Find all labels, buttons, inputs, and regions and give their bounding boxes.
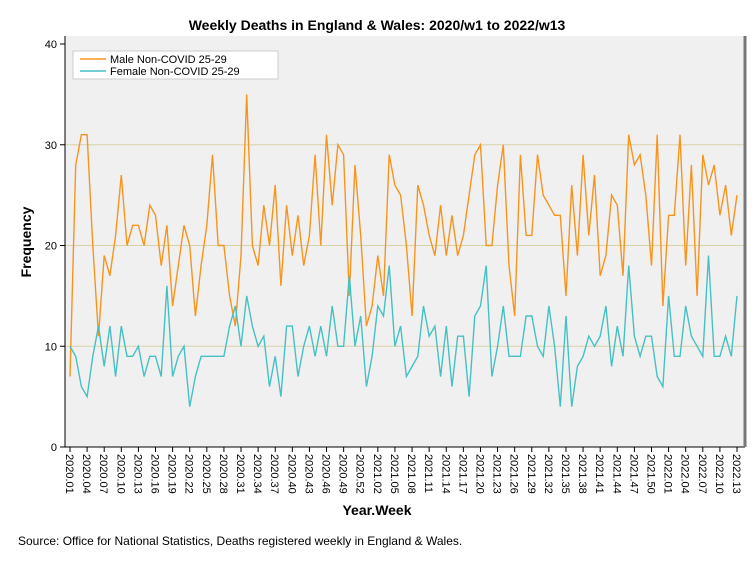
x-tick-label: 2021.17 (456, 454, 468, 494)
x-tick-label: 2020.49 (337, 454, 349, 494)
x-tick-label: 2020.16 (149, 454, 161, 494)
x-tick-label: 2022.13 (730, 454, 742, 494)
series-line-female (69, 255, 738, 407)
x-axis-label: Year.Week (342, 502, 411, 518)
x-tick-label: 2021.11 (422, 454, 434, 493)
y-tick-label: 0 (51, 442, 57, 454)
x-tick-label: 2021.38 (576, 454, 588, 494)
x-tick-label: 2021.05 (388, 454, 400, 494)
x-tick-label: 2022.01 (662, 454, 674, 494)
x-tick-label: 2021.08 (405, 454, 417, 494)
x-tick-label: 2020.10 (114, 454, 126, 494)
x-tick-label: 2022.07 (696, 454, 708, 494)
x-tick-label: 2020.46 (320, 454, 332, 494)
x-tick-label: 2020.40 (285, 454, 297, 494)
x-tick-label: 2021.14 (439, 454, 451, 494)
x-tick-label: 2022.10 (713, 454, 725, 494)
chart-title: Weekly Deaths in England & Wales: 2020/w… (189, 17, 566, 33)
x-tick-label: 2020.22 (183, 454, 195, 494)
y-tick-label: 20 (45, 241, 57, 253)
legend-label-male: Male Non-COVID 25-29 (110, 54, 227, 66)
x-tick-label: 2020.43 (302, 454, 314, 494)
series-line-male (69, 94, 738, 377)
x-tick-label: 2021.35 (559, 454, 571, 494)
x-tick-label: 2021.29 (525, 454, 537, 494)
x-tick-label: 2021.02 (371, 454, 383, 494)
x-tick-label: 2020.37 (268, 454, 280, 494)
x-tick-label: 2021.44 (610, 454, 622, 494)
x-tick-label: 2021.20 (473, 454, 485, 494)
x-tick-label: 2020.13 (131, 454, 143, 494)
y-tick-label: 30 (45, 140, 57, 152)
x-tick-label: 2020.52 (354, 454, 366, 494)
x-tick-label: 2020.04 (80, 454, 92, 494)
x-tick-label: 2021.41 (593, 454, 605, 494)
plot-area (65, 36, 745, 447)
legend: Male Non-COVID 25-29 Female Non-COVID 25… (72, 50, 279, 80)
x-tick-label: 2020.01 (63, 454, 75, 494)
x-tick-label: 2020.25 (200, 454, 212, 494)
legend-label-female: Female Non-COVID 25-29 (110, 66, 240, 78)
x-tick-label: 2020.19 (166, 454, 178, 494)
x-tick-label: 2020.31 (234, 454, 246, 494)
y-axis-label: Frequency (18, 206, 34, 277)
x-tick-label: 2022.04 (679, 454, 691, 494)
x-tick-label: 2021.50 (644, 454, 656, 494)
x-tick-label: 2021.47 (627, 454, 639, 494)
x-tick-label: 2020.34 (251, 454, 263, 494)
y-tick-label: 10 (45, 341, 57, 353)
x-tick-label: 2020.07 (97, 454, 109, 494)
x-tick-label: 2021.32 (542, 454, 554, 494)
y-tick-label: 40 (45, 39, 57, 51)
x-tick-label: 2021.26 (508, 454, 520, 494)
x-tick-label: 2020.28 (217, 454, 229, 494)
x-tick-label: 2021.23 (491, 454, 503, 494)
source-note: Source: Office for National Statistics, … (18, 534, 463, 548)
